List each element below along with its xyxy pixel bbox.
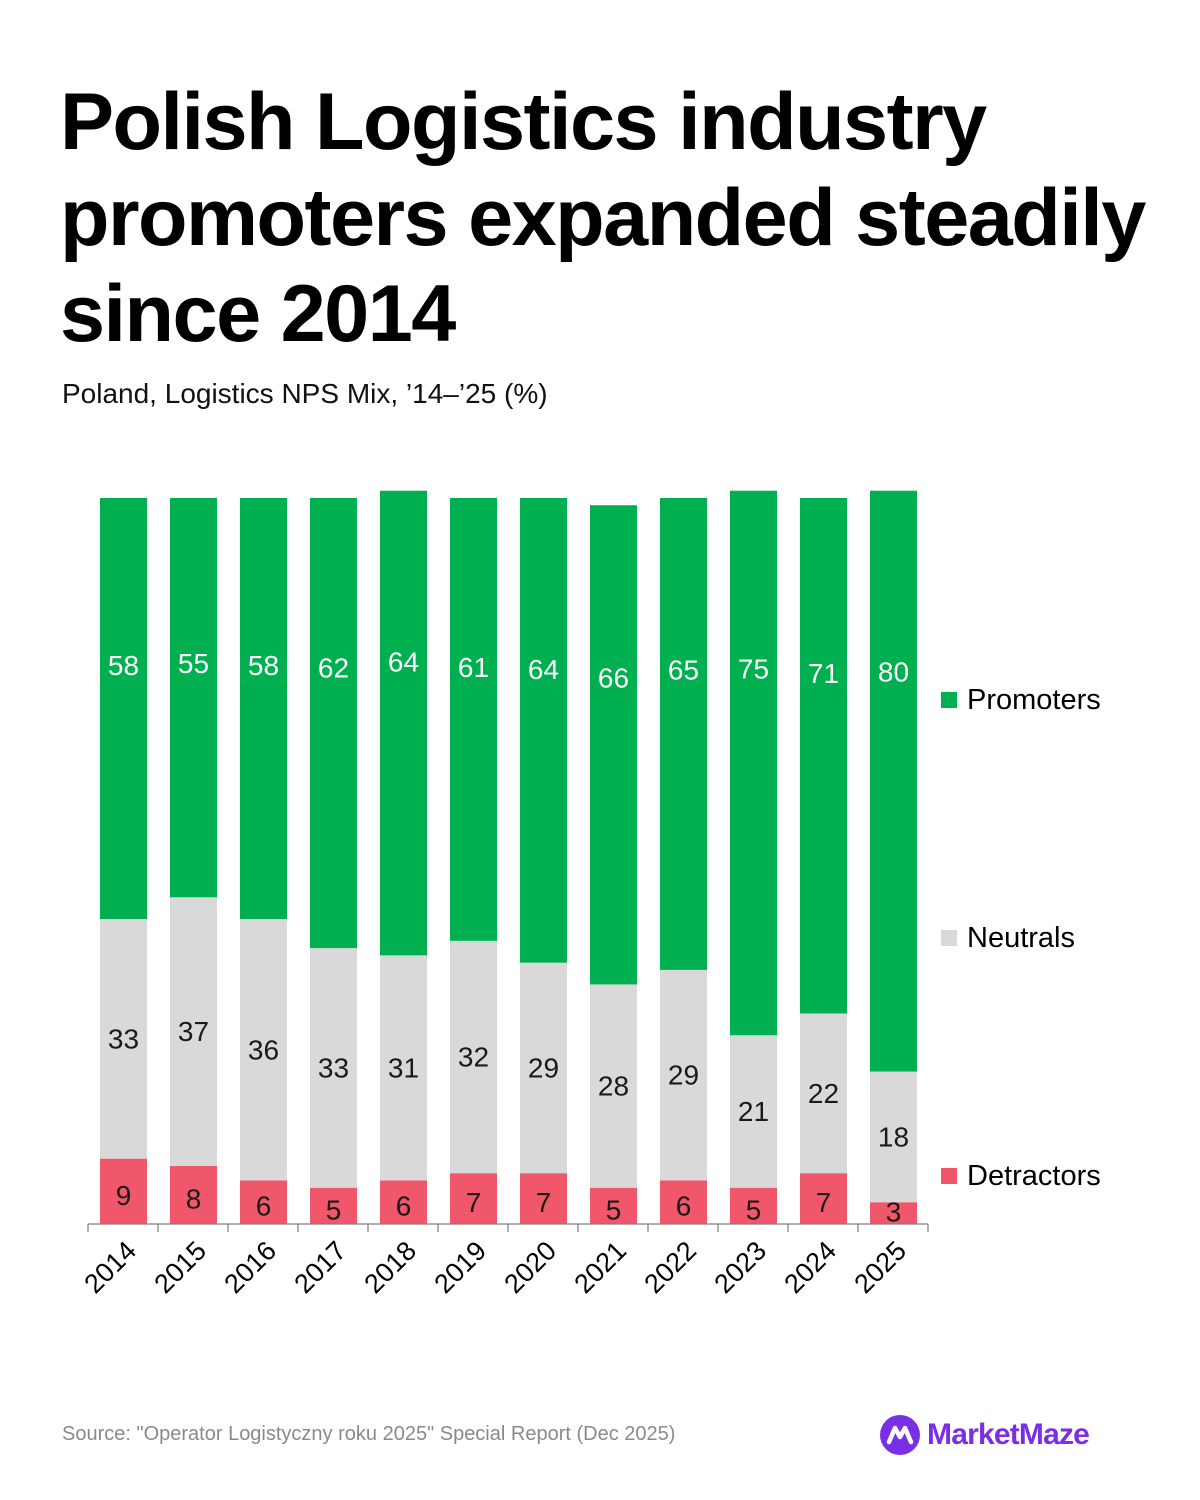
- bar-neutrals-2022: [660, 969, 707, 1181]
- x-tick-label-2018: 2018: [358, 1235, 422, 1299]
- data-label-neutrals-2017: 33: [318, 1052, 349, 1083]
- bar-detractors-2015: [170, 1165, 217, 1224]
- data-label-promoters-2019: 61: [458, 652, 489, 683]
- data-label-detractors-2025: 3: [886, 1197, 902, 1228]
- data-label-detractors-2014: 9: [116, 1180, 132, 1211]
- bar-detractors-2020: [520, 1173, 567, 1224]
- data-label-promoters-2022: 65: [668, 654, 699, 685]
- legend-swatch-detractors: [941, 1168, 957, 1184]
- bar-neutrals-2017: [310, 948, 357, 1188]
- bar-neutrals-2025: [870, 1071, 917, 1203]
- data-label-promoters-2015: 55: [178, 648, 209, 679]
- bar-detractors-2025: [870, 1202, 917, 1224]
- data-label-neutrals-2014: 33: [108, 1023, 139, 1054]
- data-label-neutrals-2019: 32: [458, 1042, 489, 1073]
- data-label-promoters-2023: 75: [738, 653, 769, 684]
- data-label-neutrals-2015: 37: [178, 1016, 209, 1047]
- data-label-detractors-2023: 5: [746, 1194, 762, 1225]
- legend-swatch-neutrals: [941, 930, 957, 946]
- x-tick-label-2022: 2022: [638, 1235, 702, 1299]
- bar-promoters-2017: [310, 498, 357, 949]
- legend-swatch-promoters: [941, 692, 957, 708]
- bar-neutrals-2018: [380, 955, 427, 1181]
- bar-neutrals-2021: [590, 984, 637, 1188]
- bar-promoters-2019: [450, 498, 497, 941]
- data-label-promoters-2025: 80: [878, 657, 909, 688]
- data-label-detractors-2021: 5: [606, 1194, 622, 1225]
- x-tick-label-2015: 2015: [148, 1235, 212, 1299]
- legend-label-detractors: Detractors: [967, 1160, 1101, 1192]
- data-label-detractors-2017: 5: [326, 1194, 342, 1225]
- brand-logo[interactable]: MarketMaze: [880, 1410, 1090, 1460]
- data-label-promoters-2024: 71: [808, 658, 839, 689]
- x-tick-label-2021: 2021: [568, 1235, 632, 1299]
- data-label-detractors-2024: 7: [816, 1187, 832, 1218]
- bar-detractors-2024: [800, 1173, 847, 1224]
- bar-promoters-2018: [380, 490, 427, 956]
- data-label-neutrals-2022: 29: [668, 1060, 699, 1091]
- bar-detractors-2014: [100, 1158, 147, 1224]
- legend-label-promoters: Promoters: [967, 684, 1101, 716]
- bar-detractors-2023: [730, 1187, 777, 1224]
- stacked-bar-chart: 9335883755636585336263164732617296452866…: [78, 490, 1101, 1299]
- page-title: Polish Logistics industry promoters expa…: [60, 77, 1146, 359]
- data-label-detractors-2015: 8: [186, 1183, 202, 1214]
- data-label-neutrals-2021: 28: [598, 1071, 629, 1102]
- bar-promoters-2016: [240, 498, 287, 920]
- data-label-neutrals-2016: 36: [248, 1034, 279, 1065]
- data-label-neutrals-2018: 31: [388, 1052, 419, 1083]
- bar-promoters-2025: [870, 490, 917, 1072]
- bar-neutrals-2016: [240, 919, 287, 1181]
- bar-neutrals-2015: [170, 897, 217, 1166]
- data-label-promoters-2020: 64: [528, 654, 559, 685]
- bar-promoters-2015: [170, 498, 217, 898]
- x-tick-label-2024: 2024: [778, 1235, 842, 1299]
- source-note: Source: "Operator Logistyczny roku 2025"…: [62, 1423, 676, 1445]
- x-tick-label-2016: 2016: [218, 1235, 282, 1299]
- x-tick-label-2019: 2019: [428, 1235, 492, 1299]
- bar-neutrals-2020: [520, 962, 567, 1174]
- data-label-promoters-2021: 66: [598, 662, 629, 693]
- bar-detractors-2018: [380, 1180, 427, 1224]
- data-label-neutrals-2023: 21: [738, 1096, 769, 1127]
- x-tick-label-2014: 2014: [78, 1235, 142, 1299]
- x-tick-label-2025: 2025: [848, 1235, 912, 1299]
- data-label-neutrals-2024: 22: [808, 1078, 839, 1109]
- data-label-promoters-2018: 64: [388, 647, 419, 678]
- bar-promoters-2021: [590, 505, 637, 985]
- bar-detractors-2022: [660, 1180, 707, 1224]
- bar-promoters-2024: [800, 498, 847, 1014]
- marketmaze-logo-icon: [880, 1415, 920, 1455]
- bar-promoters-2014: [100, 498, 147, 920]
- data-label-promoters-2016: 58: [248, 650, 279, 681]
- data-label-detractors-2020: 7: [536, 1187, 552, 1218]
- bar-detractors-2016: [240, 1180, 287, 1224]
- bar-neutrals-2024: [800, 1013, 847, 1174]
- bar-promoters-2022: [660, 498, 707, 970]
- bar-neutrals-2014: [100, 919, 147, 1159]
- bar-detractors-2019: [450, 1173, 497, 1224]
- legend-label-neutrals: Neutrals: [967, 922, 1075, 954]
- data-label-detractors-2018: 6: [396, 1191, 412, 1222]
- data-label-detractors-2022: 6: [676, 1191, 692, 1222]
- x-tick-label-2023: 2023: [708, 1235, 772, 1299]
- data-label-detractors-2019: 7: [466, 1187, 482, 1218]
- data-label-detractors-2016: 6: [256, 1191, 272, 1222]
- bar-neutrals-2019: [450, 940, 497, 1174]
- bar-detractors-2021: [590, 1187, 637, 1224]
- data-label-neutrals-2020: 29: [528, 1052, 559, 1083]
- chart-subtitle: Poland, Logistics NPS Mix, ’14–’25 (%): [62, 378, 548, 409]
- bar-detractors-2017: [310, 1187, 357, 1224]
- data-label-promoters-2017: 62: [318, 653, 349, 684]
- bar-promoters-2020: [520, 498, 567, 963]
- data-label-neutrals-2025: 18: [878, 1121, 909, 1152]
- data-label-promoters-2014: 58: [108, 650, 139, 681]
- x-tick-label-2017: 2017: [288, 1235, 352, 1299]
- bar-promoters-2023: [730, 490, 777, 1036]
- brand-name: MarketMaze: [927, 1418, 1090, 1451]
- x-tick-label-2020: 2020: [498, 1235, 562, 1299]
- bar-neutrals-2023: [730, 1035, 777, 1188]
